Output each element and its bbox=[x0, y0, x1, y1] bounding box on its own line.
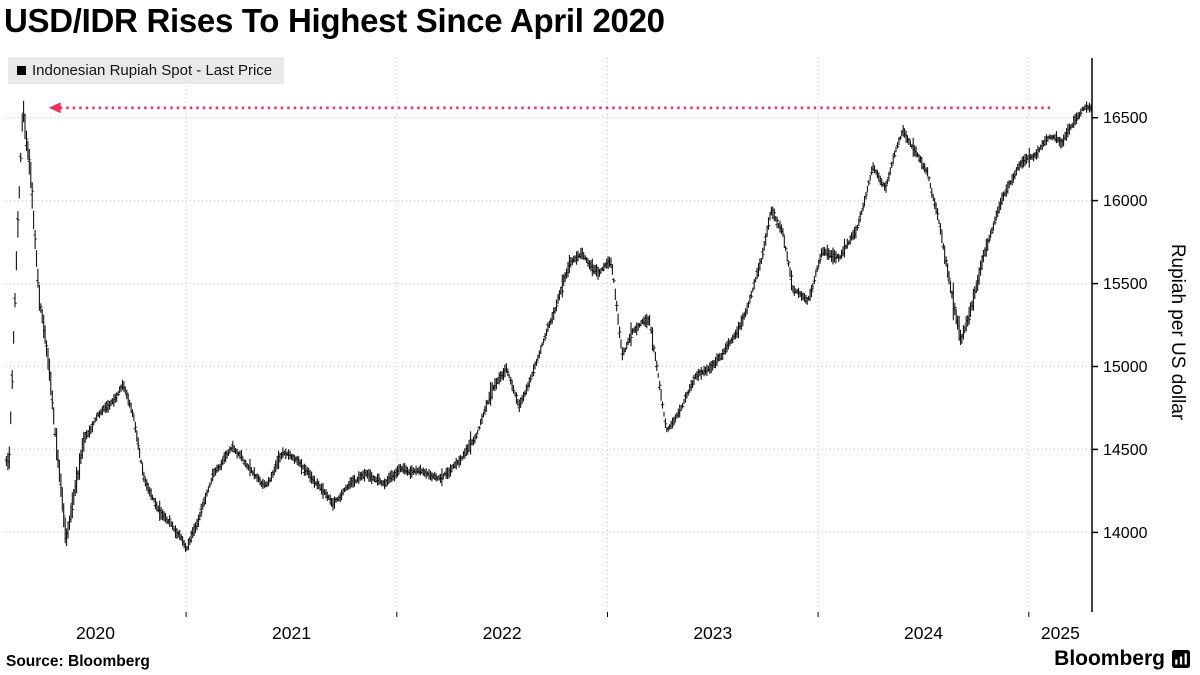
annotation-high-line bbox=[48, 102, 1052, 114]
price-bars bbox=[5, 100, 1092, 553]
x-tick-label: 2022 bbox=[483, 623, 522, 643]
annotation-arrowhead bbox=[48, 102, 61, 114]
x-tick-label: 2024 bbox=[904, 623, 943, 643]
bloomberg-logo-icon bbox=[1172, 650, 1190, 668]
x-tick-label: 2025 bbox=[1041, 623, 1080, 643]
y-tick-label: 16000 bbox=[1103, 193, 1148, 210]
bloomberg-wordmark: Bloomberg bbox=[1054, 647, 1165, 670]
legend-marker-icon bbox=[17, 66, 26, 75]
legend-label: Indonesian Rupiah Spot - Last Price bbox=[32, 62, 273, 79]
x-axis: 2020 2021 2022 2023 2024 2025 bbox=[76, 612, 1080, 643]
y-axis: 14000 14500 15000 15500 16000 16500 bbox=[1091, 58, 1148, 612]
chart-title: USD/IDR Rises To Highest Since April 202… bbox=[4, 2, 665, 39]
gridlines bbox=[6, 58, 1092, 612]
y-tick-label: 14000 bbox=[1103, 525, 1148, 542]
y-tick-label: 15000 bbox=[1103, 359, 1148, 376]
source-credit: Source: Bloomberg bbox=[6, 653, 150, 670]
y-tick-label: 16500 bbox=[1103, 110, 1148, 127]
bloomberg-brand: Bloomberg bbox=[1054, 647, 1190, 671]
x-tick-label: 2021 bbox=[272, 623, 311, 643]
y-tick-label: 14500 bbox=[1103, 442, 1148, 459]
x-tick-label: 2023 bbox=[693, 623, 732, 643]
price-bar-nubs bbox=[4, 104, 1092, 550]
y-tick-label: 15500 bbox=[1103, 276, 1148, 293]
y-axis-title: Rupiah per US dollar bbox=[1167, 244, 1188, 421]
legend-box: Indonesian Rupiah Spot - Last Price bbox=[8, 57, 285, 84]
x-tick-label: 2020 bbox=[76, 623, 115, 643]
